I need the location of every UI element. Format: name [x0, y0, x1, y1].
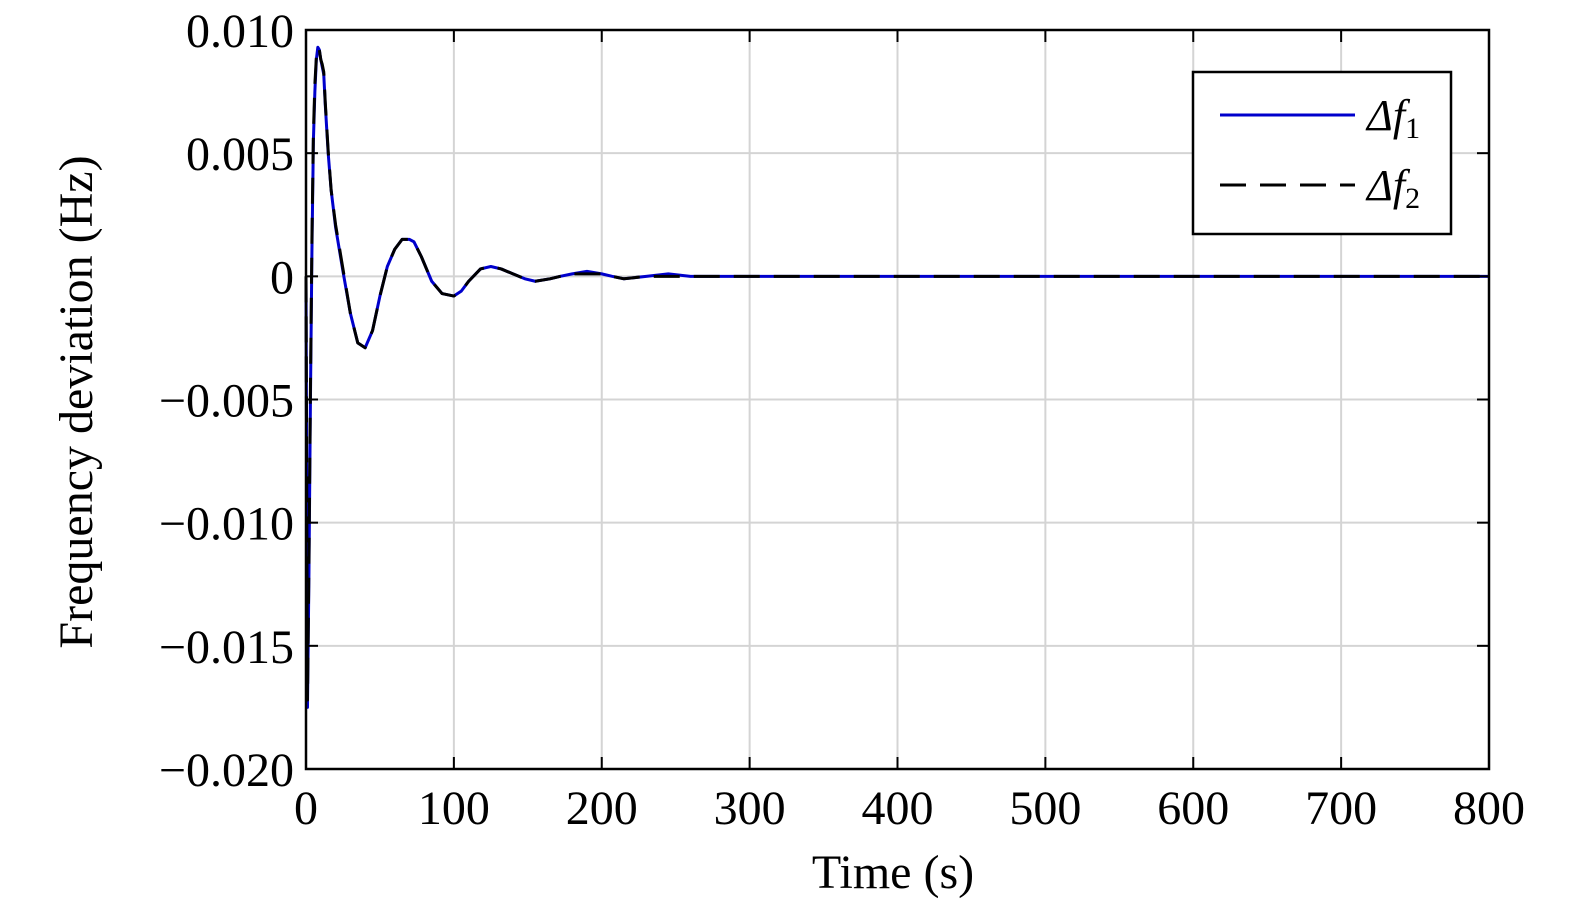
- legend-label-series-2: Δf2: [1365, 161, 1420, 215]
- y-tick-label: −0.010: [159, 498, 294, 551]
- y-tick-labels: 0.010 0.005 0 −0.005 −0.010 −0.015 −0.020: [159, 5, 294, 797]
- y-tick-label: −0.005: [159, 375, 294, 428]
- y-tick-label: −0.020: [159, 744, 294, 797]
- legend-symbol-series-2: Δf: [1365, 161, 1411, 210]
- x-tick-label: 800: [1453, 782, 1525, 835]
- x-tick-label: 200: [566, 782, 638, 835]
- legend-box: [1191, 70, 1453, 236]
- y-tick-label: 0.010: [186, 5, 294, 58]
- series-line-2: [304, 45, 1489, 702]
- x-tick-label: 700: [1305, 782, 1377, 835]
- legend: Δf1 Δf2: [1191, 70, 1453, 236]
- x-tick-label: 500: [1009, 782, 1081, 835]
- x-tick-labels: 0 100 200 300 400 500 600 700 800: [294, 782, 1525, 835]
- x-tick-label: 400: [862, 782, 934, 835]
- x-tick-label: 0: [294, 782, 318, 835]
- x-axis-label: Time (s): [812, 846, 974, 899]
- legend-subscript-series-1: 1: [1405, 112, 1420, 145]
- series-lines: [304, 45, 1489, 709]
- legend-symbol-series-1: Δf: [1365, 91, 1411, 140]
- y-axis-label: Frequency deviation (Hz): [50, 155, 103, 648]
- legend-label-series-1: Δf1: [1365, 91, 1420, 145]
- x-tick-label: 300: [714, 782, 786, 835]
- y-tick-label: 0.005: [186, 128, 294, 181]
- legend-subscript-series-2: 2: [1405, 182, 1420, 215]
- axis-ticks: [305, 29, 1490, 770]
- x-tick-label: 100: [418, 782, 490, 835]
- x-tick-label: 600: [1157, 782, 1229, 835]
- y-tick-label: 0: [270, 251, 294, 304]
- y-tick-label: −0.015: [159, 621, 294, 674]
